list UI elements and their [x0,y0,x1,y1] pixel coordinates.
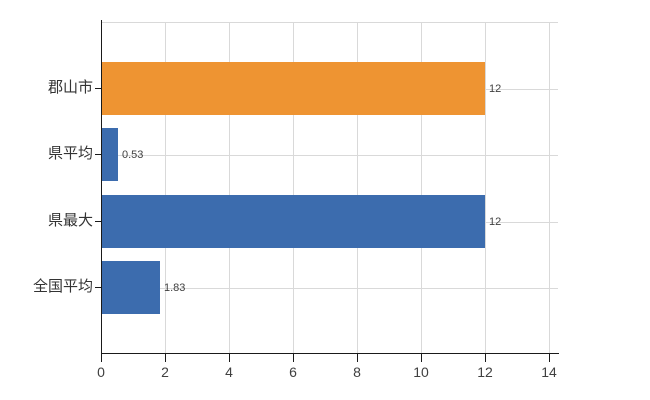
x-axis-tick [229,354,230,362]
bar-value-label: 12 [489,83,502,95]
gridline-vertical [549,23,550,354]
y-axis-tick [95,221,101,222]
x-axis-tick-label: 14 [541,364,557,380]
y-axis-line [101,20,102,354]
bar-value-label: 12 [489,216,502,228]
x-axis-tick-label: 6 [289,364,297,380]
x-axis-tick-label: 0 [97,364,105,380]
gridline-horizontal [101,288,558,289]
y-axis-tick [95,287,101,288]
y-axis-tick [95,88,101,89]
y-axis-label: 県最大 [47,212,93,229]
bar-value-label: 0.53 [122,149,144,161]
gridline-vertical [293,23,294,354]
x-axis-tick [101,354,102,362]
y-axis-label: 郡山市 [47,79,93,96]
gridline-vertical [357,23,358,354]
x-axis-tick [357,354,358,362]
bar-1 [101,128,118,181]
plot-area: 12 0.53 12 1.83 [101,22,558,354]
bar-0 [101,62,485,115]
x-axis-tick-label: 4 [225,364,233,380]
y-axis-label: 県平均 [47,145,93,162]
x-axis-tick-label: 8 [353,364,361,380]
x-axis-tick-label: 2 [161,364,169,380]
y-axis-tick [95,154,101,155]
x-axis-tick [421,354,422,362]
x-axis-tick [485,354,486,362]
y-axis-label: 全国平均 [32,278,93,295]
gridline-vertical [229,23,230,354]
x-axis-line [101,353,559,354]
x-axis-tick-label: 12 [477,364,493,380]
gridline-vertical [421,23,422,354]
bar-3 [101,261,160,314]
x-axis-tick [293,354,294,362]
x-axis-tick [165,354,166,362]
gridline-horizontal [101,155,558,156]
gridline-vertical [485,23,486,354]
bar-value-label: 1.83 [164,282,186,294]
gridline-vertical [165,23,166,354]
x-axis-tick [549,354,550,362]
x-axis-tick-label: 10 [413,364,429,380]
bar-2 [101,195,485,248]
